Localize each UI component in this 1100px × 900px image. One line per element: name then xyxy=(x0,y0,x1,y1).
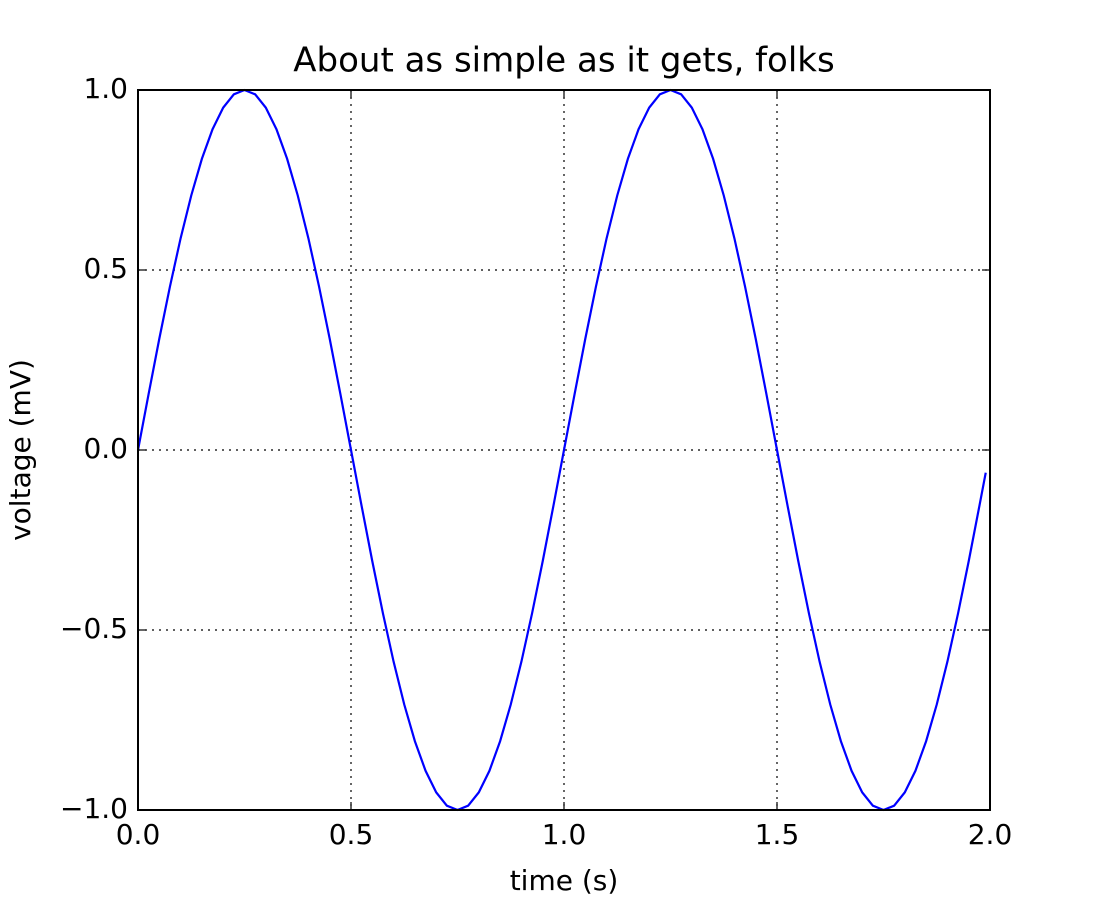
plot-frame xyxy=(137,89,991,811)
x-axis-label: time (s) xyxy=(510,864,619,897)
y-tick-label: 0.5 xyxy=(83,252,128,285)
chart-title: About as simple as it gets, folks xyxy=(293,41,834,81)
x-tick-label: 0.0 xyxy=(116,818,161,851)
x-tick-label: 0.5 xyxy=(329,818,374,851)
y-tick-label: 0.0 xyxy=(83,432,128,465)
y-tick-label: −1.0 xyxy=(60,792,128,825)
x-tick-label: 1.0 xyxy=(542,818,587,851)
x-tick-label: 2.0 xyxy=(968,818,1013,851)
y-tick-label: 1.0 xyxy=(83,72,128,105)
line-series xyxy=(136,88,987,812)
y-tick-label: −0.5 xyxy=(60,612,128,645)
x-tick-label: 1.5 xyxy=(755,818,800,851)
y-axis-label: voltage (mV) xyxy=(4,359,37,541)
